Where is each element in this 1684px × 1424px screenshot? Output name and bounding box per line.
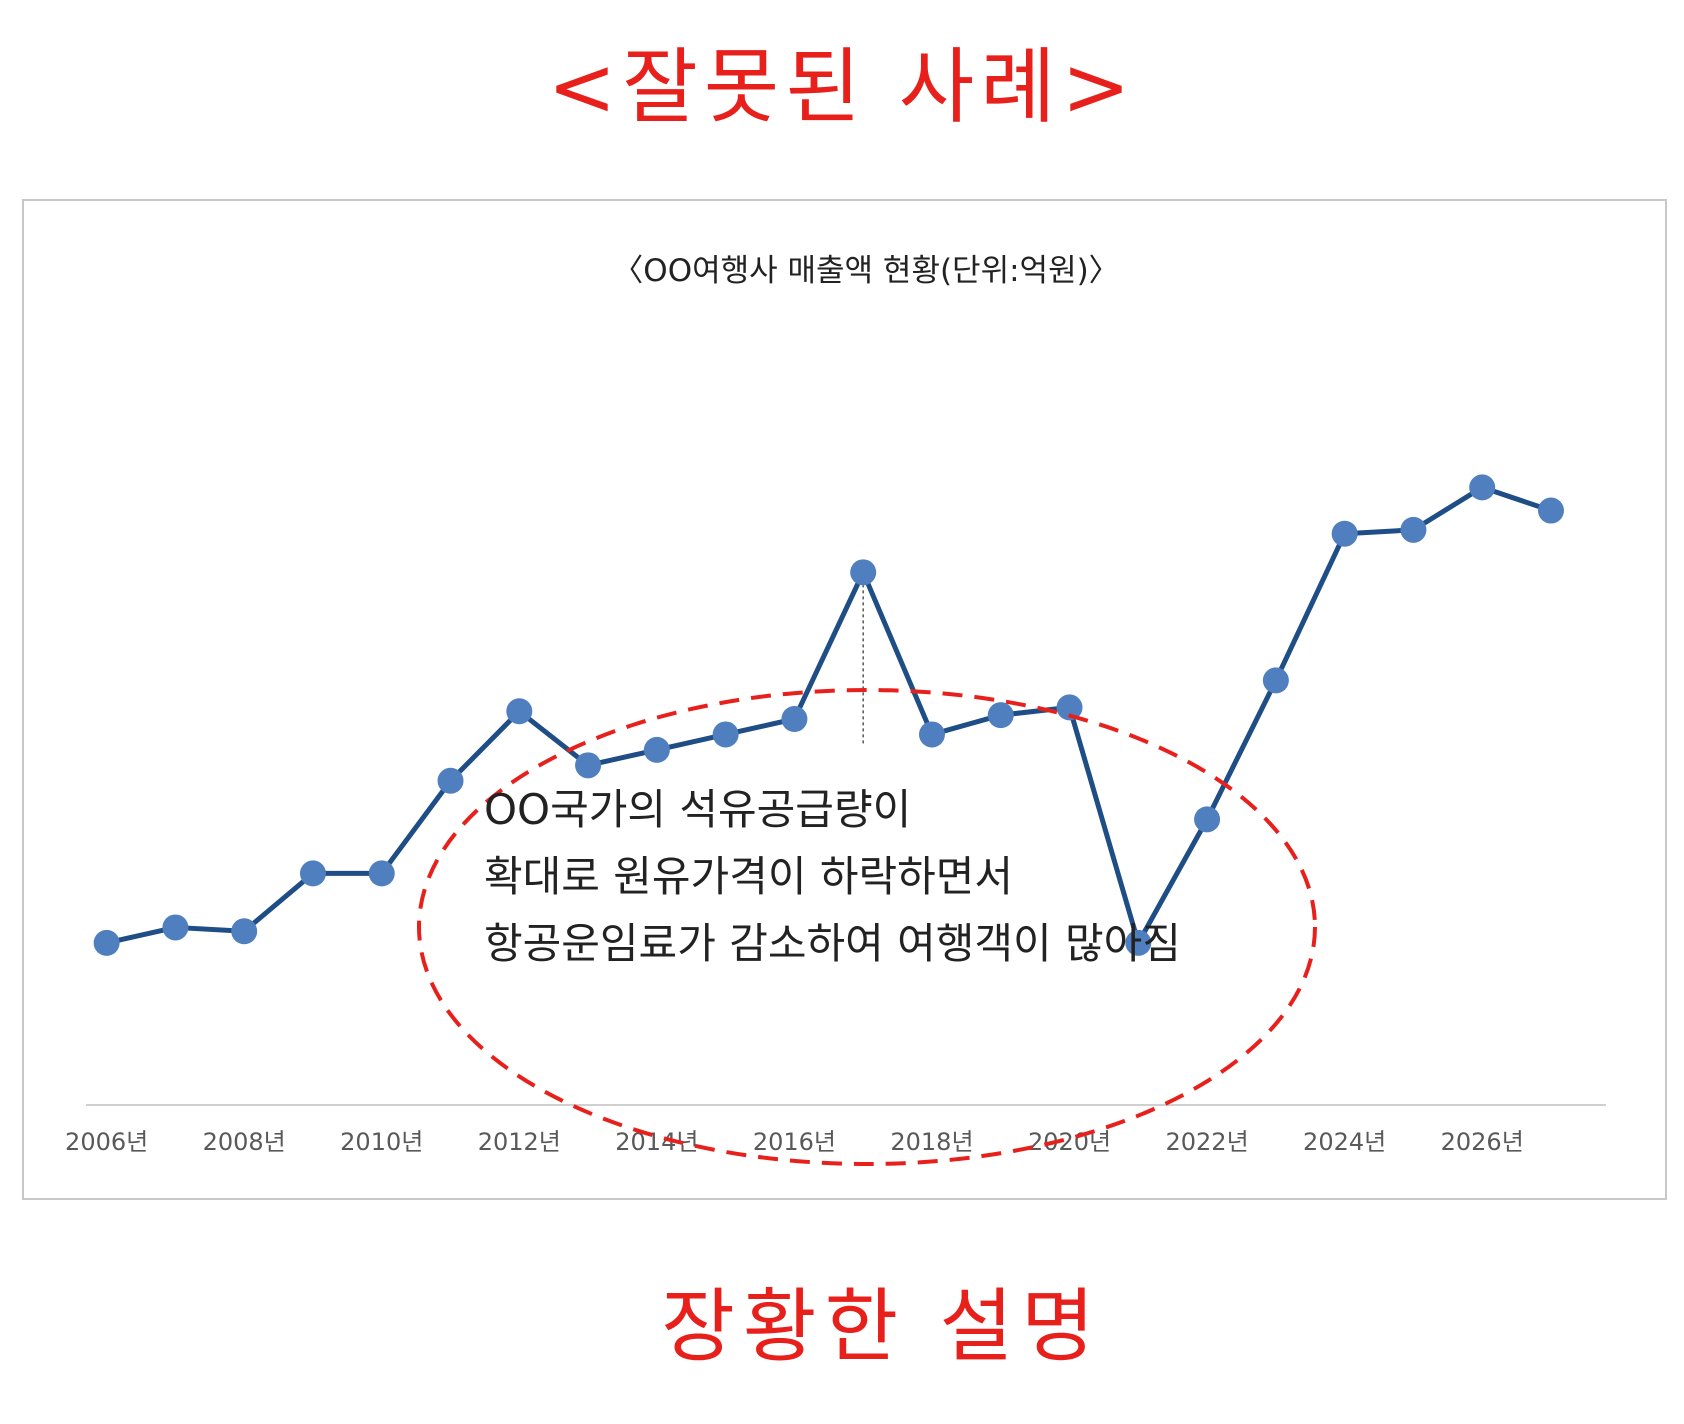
data-point [781, 706, 808, 732]
data-point [299, 860, 326, 887]
x-tick-label: 2018년 [890, 1128, 973, 1156]
data-point [506, 698, 533, 725]
data-point [93, 929, 120, 956]
x-tick-label: 2024년 [1303, 1128, 1386, 1156]
line-chart: 〈OO여행사 매출액 현황(단위:억원)〉 2006년 2008년 2010년 201… [65, 253, 1606, 1166]
page-title: <잘못된 사례> [547, 40, 1137, 135]
annotation-line-3: 항공운임료가 감소하여 여행객이 많아짐 [484, 919, 1181, 968]
data-point [231, 918, 258, 945]
x-tick-label: 2008년 [203, 1128, 286, 1156]
data-point [643, 736, 670, 763]
x-tick-label: 2022년 [1166, 1128, 1249, 1156]
data-point [850, 559, 877, 586]
x-tick-label: 2012년 [478, 1128, 561, 1156]
annotation-line-2: 확대로 원유가격이 하락하면서 [484, 852, 1013, 901]
x-tick-label: 2010년 [340, 1128, 423, 1156]
annotation-ellipse [417, 688, 1317, 1166]
x-tick-label: 2016년 [753, 1128, 836, 1156]
data-point [437, 767, 464, 794]
data-point [368, 860, 395, 887]
data-point [1056, 694, 1083, 721]
x-tick-label: 2026년 [1441, 1128, 1524, 1156]
x-tick-label: 2006년 [65, 1128, 148, 1156]
data-point [575, 752, 602, 779]
data-point [1262, 667, 1289, 694]
data-point [1125, 929, 1152, 956]
chart-frame: 〈OO여행사 매출액 현황(단위:억원)〉 2006년 2008년 2010년 201… [22, 199, 1667, 1200]
caption-heading: 장황한 설명 [661, 1280, 1103, 1373]
data-point [918, 721, 945, 748]
data-point [1194, 806, 1221, 833]
data-point [1400, 516, 1427, 543]
x-tick-label: 2014년 [615, 1128, 698, 1156]
data-point [987, 702, 1014, 729]
chart-title: 〈OO여행사 매출액 현황(단위:억원)〉 [612, 253, 1119, 289]
annotation-line-1: OO국가의 석유공급량이 [484, 785, 911, 834]
data-point [162, 914, 189, 941]
data-point [1469, 474, 1496, 501]
annotation-text: OO국가의 석유공급량이 확대로 원유가격이 하락하면서 항공운임료가 감소하여… [484, 785, 1181, 968]
x-tick-labels: 2006년 2008년 2010년 2012년 2014년 2016년 2018년 2020년… [65, 1128, 1524, 1156]
data-point [1537, 497, 1564, 524]
data-points [93, 474, 1564, 956]
data-point [1331, 520, 1358, 547]
x-tick-label: 2020년 [1028, 1128, 1111, 1156]
series-line [106, 484, 1552, 946]
data-point [712, 721, 739, 748]
